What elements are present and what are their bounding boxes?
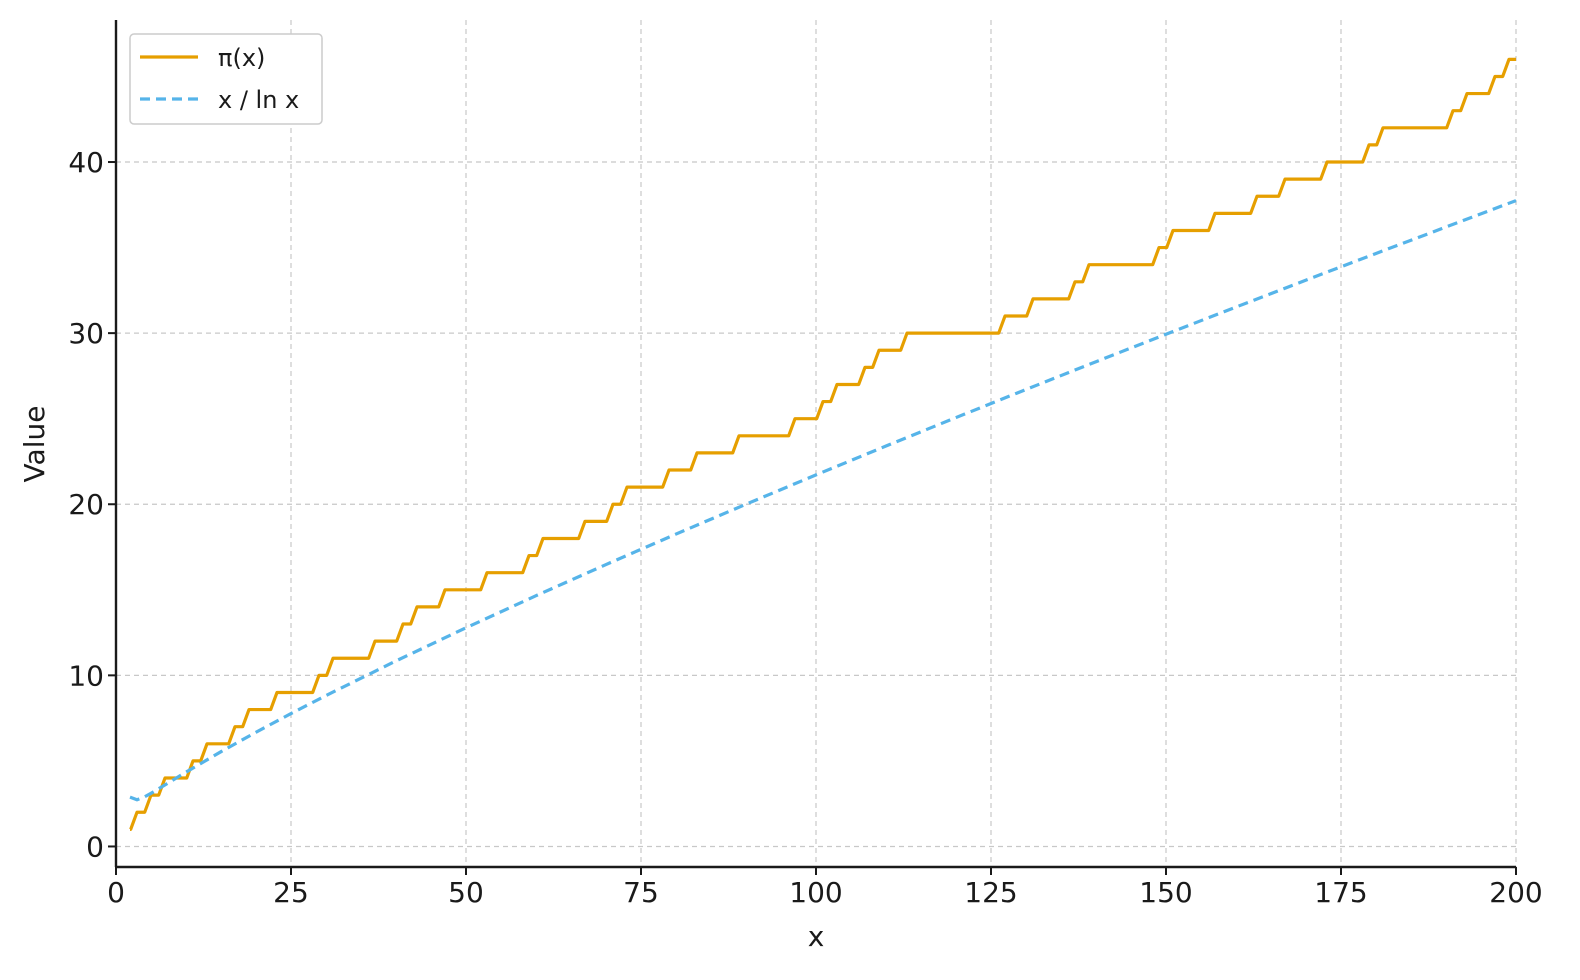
y-axis-label: Value [18, 406, 51, 483]
x-tick-label: 75 [623, 876, 659, 909]
x-tick-label: 200 [1489, 876, 1542, 909]
x-tick-label: 175 [1314, 876, 1367, 909]
legend-label-pi: π(x) [218, 44, 265, 72]
legend-label-approx: x / ln x [218, 86, 299, 114]
legend: π(x) x / ln x [129, 33, 323, 125]
x-tick-label: 125 [964, 876, 1017, 909]
x-tick-label: 100 [789, 876, 842, 909]
y-tick-label: 20 [68, 488, 104, 521]
y-tick-label: 40 [68, 146, 104, 179]
x-tick-label: 50 [448, 876, 484, 909]
x-tick-label: 25 [273, 876, 309, 909]
plot-series [129, 57, 1517, 831]
y-tick-labels: 0 10 20 30 40 [68, 146, 104, 863]
y-tick-label: 0 [86, 830, 104, 863]
grid [115, 20, 1517, 867]
x-tick-label: 150 [1139, 876, 1192, 909]
x-axis-label: x [808, 920, 825, 953]
y-tick-label: 30 [68, 317, 104, 350]
y-tick-label: 10 [68, 659, 104, 692]
series-line-pi [129, 57, 1516, 831]
x-tick-labels: 0 25 50 75 100 125 150 175 200 [107, 876, 1543, 909]
series-line-approx [129, 199, 1517, 802]
axes [108, 20, 1517, 875]
x-tick-label: 0 [107, 876, 125, 909]
